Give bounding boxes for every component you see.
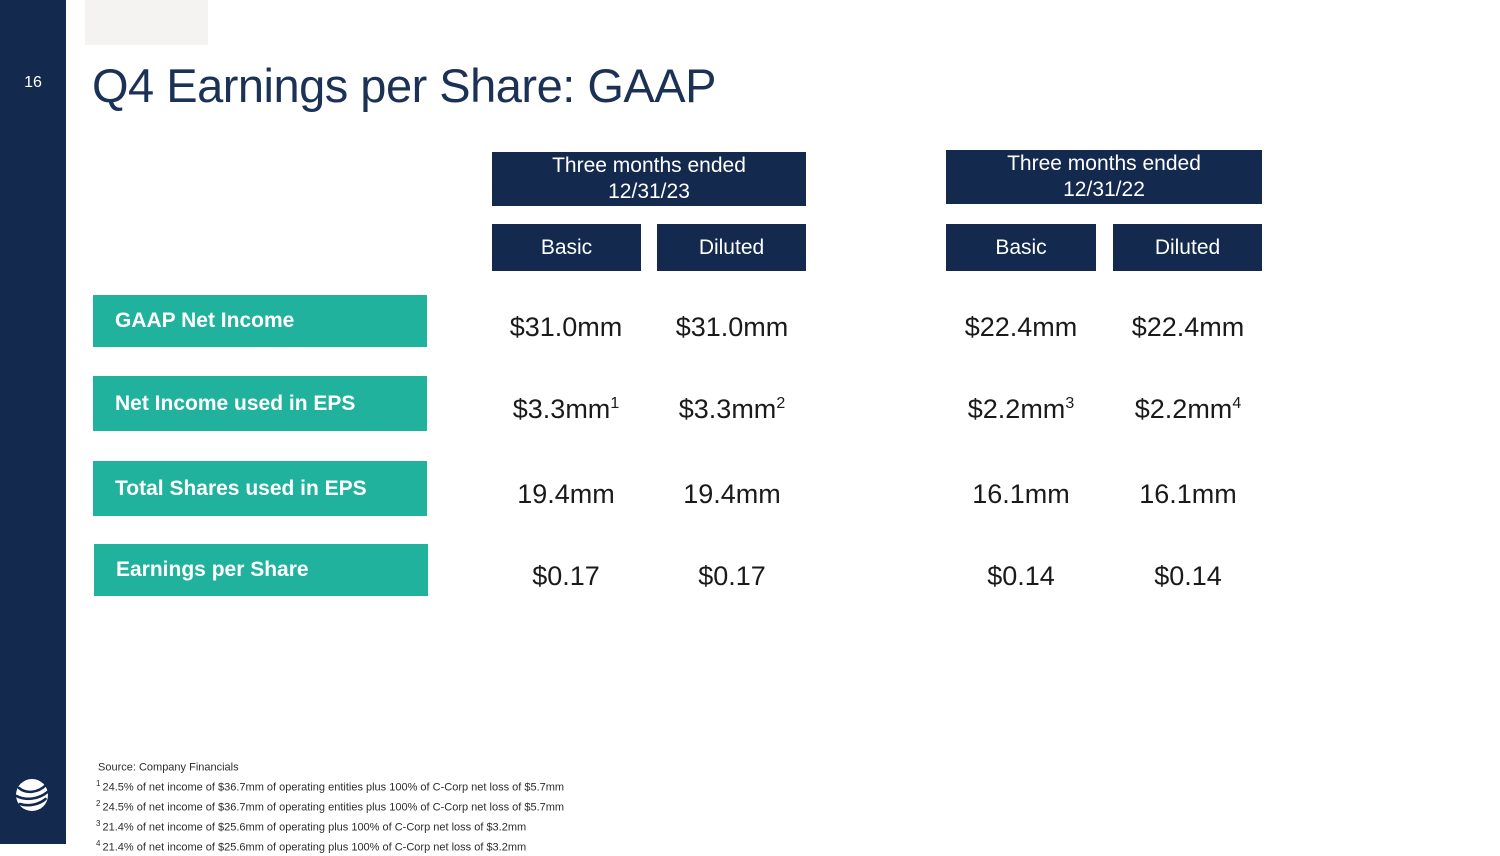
table-cell: 16.1mm bbox=[911, 472, 1131, 509]
cell-value: $0.14 bbox=[1154, 561, 1222, 591]
cell-value: $3.3mm bbox=[678, 394, 777, 424]
row-label-gaap-net-income: GAAP Net Income bbox=[93, 295, 427, 347]
sidebar: 16 bbox=[0, 0, 66, 844]
table-cell: $0.17 bbox=[622, 554, 842, 591]
cell-value: $22.4mm bbox=[964, 312, 1078, 342]
cell-footnote-ref: 1 bbox=[610, 395, 620, 412]
table-cell: $3.3mm1 bbox=[456, 387, 676, 424]
table-cell: $31.0mm bbox=[456, 305, 676, 342]
cell-value: 16.1mm bbox=[972, 479, 1070, 509]
footnote-text: 24.5% of net income of $36.7mm of operat… bbox=[102, 801, 565, 814]
cell-value: $0.14 bbox=[987, 561, 1055, 591]
footnote-4: 4 21.4% of net income of $25.6mm of opera… bbox=[96, 836, 796, 856]
table-cell: 19.4mm bbox=[456, 472, 676, 509]
cell-value: $3.3mm bbox=[512, 394, 611, 424]
table-cell: $0.14 bbox=[1078, 554, 1298, 591]
row-label-earnings-per-share: Earnings per Share bbox=[94, 544, 428, 596]
table-cell: $22.4mm bbox=[911, 305, 1131, 342]
table-cell: 16.1mm bbox=[1078, 472, 1298, 509]
cell-value: $31.0mm bbox=[675, 312, 789, 342]
row-label-total-shares-used-in-eps: Total Shares used in EPS bbox=[93, 461, 427, 516]
footnote-1: 1 24.5% of net income of $36.7mm of opera… bbox=[96, 776, 796, 796]
cell-value: 16.1mm bbox=[1139, 479, 1237, 509]
header-placeholder bbox=[85, 0, 208, 45]
period-header-2023: Three months ended 12/31/23 bbox=[492, 152, 806, 206]
table-cell: $2.2mm4 bbox=[1078, 387, 1298, 424]
cell-footnote-ref: 4 bbox=[1232, 395, 1242, 412]
table-cell: $0.14 bbox=[911, 554, 1131, 591]
table-cell: 19.4mm bbox=[622, 472, 842, 509]
cell-value: $2.2mm bbox=[1134, 394, 1233, 424]
period-header-line2: 12/31/22 bbox=[1063, 178, 1145, 201]
period-header-line1: Three months ended bbox=[552, 154, 746, 177]
cell-value: $22.4mm bbox=[1131, 312, 1245, 342]
column-header-basic-2023: Basic bbox=[492, 224, 641, 271]
globe-swirl-icon bbox=[15, 779, 49, 811]
footnote-marker: 3 bbox=[96, 819, 101, 829]
period-header-2022: Three months ended 12/31/22 bbox=[946, 150, 1262, 204]
row-label-net-income-used-in-eps: Net Income used in EPS bbox=[93, 376, 427, 431]
page-title: Q4 Earnings per Share: GAAP bbox=[92, 59, 716, 112]
cell-value: $0.17 bbox=[532, 561, 600, 591]
cell-value: $0.17 bbox=[698, 561, 766, 591]
footnote-3: 3 21.4% of net income of $25.6mm of opera… bbox=[96, 816, 796, 836]
footnote-marker: 2 bbox=[96, 799, 101, 809]
source-note: Source: Company Financials bbox=[96, 756, 796, 776]
column-header-diluted-2022: Diluted bbox=[1113, 224, 1262, 271]
table-cell: $22.4mm bbox=[1078, 305, 1298, 342]
table-cell: $0.17 bbox=[456, 554, 676, 591]
period-header-line1: Three months ended bbox=[1007, 152, 1201, 175]
cell-value: $2.2mm bbox=[967, 394, 1066, 424]
period-header-line2: 12/31/23 bbox=[608, 180, 690, 203]
column-header-diluted-2023: Diluted bbox=[657, 224, 806, 271]
column-header-basic-2022: Basic bbox=[946, 224, 1096, 271]
footnote-2: 2 24.5% of net income of $36.7mm of opera… bbox=[96, 796, 796, 816]
cell-footnote-ref: 3 bbox=[1065, 395, 1075, 412]
cell-footnote-ref: 2 bbox=[776, 395, 786, 412]
cell-value: 19.4mm bbox=[517, 479, 615, 509]
footnote-marker: 1 bbox=[96, 779, 101, 789]
table-cell: $31.0mm bbox=[622, 305, 842, 342]
footnotes: Source: Company Financials 1 24.5% of net… bbox=[96, 756, 796, 856]
cell-value: 19.4mm bbox=[683, 479, 781, 509]
table-cell: $3.3mm2 bbox=[622, 387, 842, 424]
cell-value: $31.0mm bbox=[509, 312, 623, 342]
page-number: 16 bbox=[24, 74, 42, 91]
footnote-text: 24.5% of net income of $36.7mm of operat… bbox=[102, 781, 565, 794]
footnote-text: Source: Company Financials bbox=[98, 761, 239, 774]
footnote-text: 21.4% of net income of $25.6mm of operat… bbox=[102, 821, 527, 834]
table-cell: $2.2mm3 bbox=[911, 387, 1131, 424]
